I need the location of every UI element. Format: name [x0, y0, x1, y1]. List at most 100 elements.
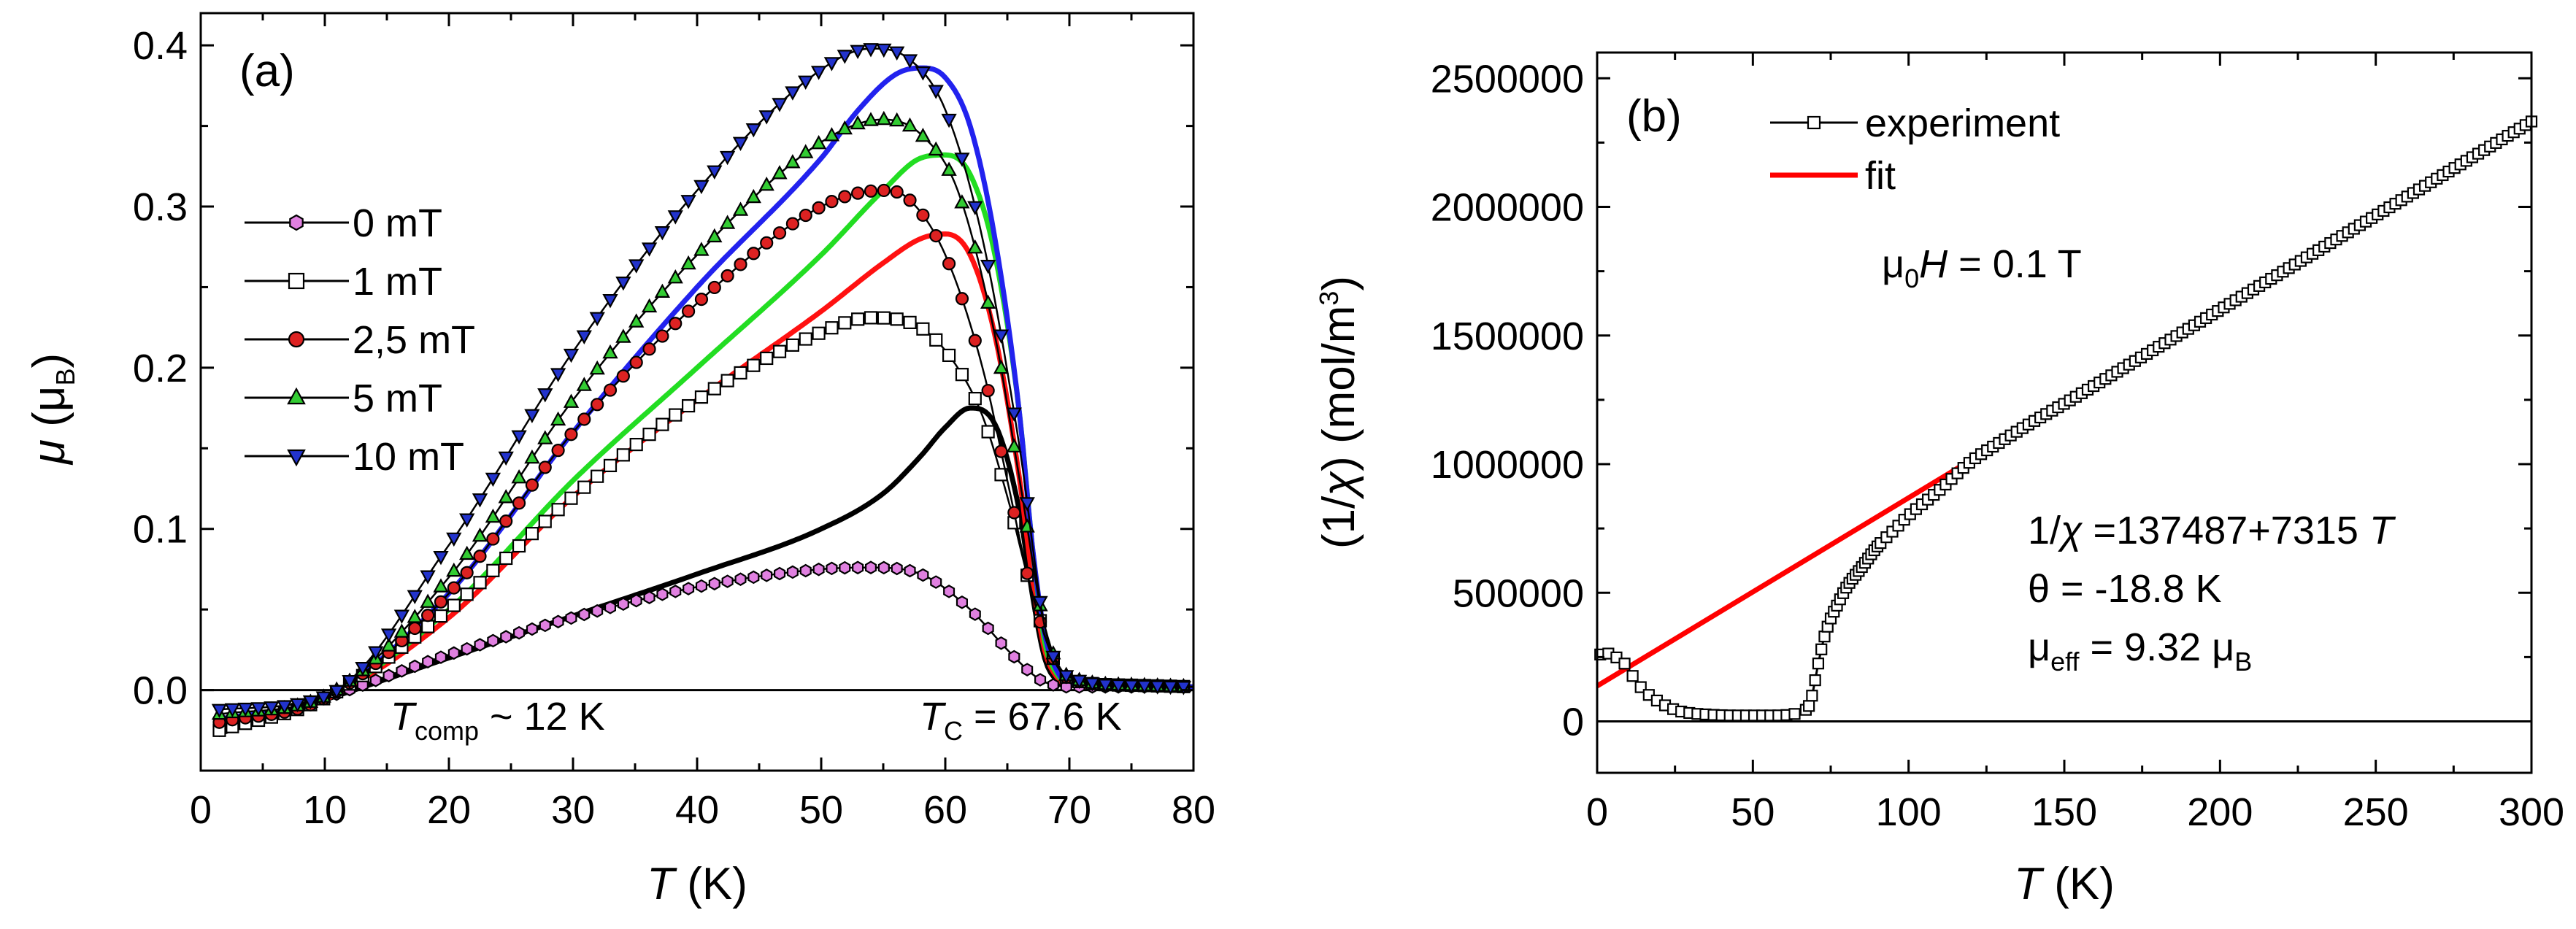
- panel-b-y-tick-label: 0: [1562, 701, 1584, 744]
- panel-b-x-tick-label: 50: [1731, 790, 1775, 834]
- data-point-1-mt: [916, 322, 930, 336]
- data-point-2-5-mt: [473, 550, 487, 563]
- data-point-0-mt: [422, 655, 434, 668]
- panel-a-x-tick-label: 50: [799, 788, 843, 832]
- legend-label-2-5-mt: 2,5 mT: [353, 318, 475, 362]
- fit-equation-annotation: 1/χ =137487+7315 T: [2028, 509, 2396, 552]
- data-point-2-5-mt: [512, 496, 526, 510]
- data-point-5-mt: [459, 545, 475, 560]
- data-point-5-mt: [485, 508, 501, 523]
- data-point-10-mt: [277, 700, 293, 714]
- data-point-0-mt: [526, 622, 538, 636]
- data-point-5-mt: [472, 527, 488, 542]
- data-point-10-mt: [576, 330, 592, 344]
- data-point-1-mt: [669, 408, 683, 422]
- data-point-10-mt: [563, 348, 580, 363]
- data-point-10-mt: [641, 242, 658, 257]
- data-point-5-mt: [550, 411, 566, 426]
- data-point-5-mt: [732, 201, 749, 216]
- data-point-1-mt: [760, 351, 774, 366]
- data-point-1-mt: [655, 417, 669, 431]
- series-line-10-mt: [219, 47, 1194, 711]
- data-point-10-mt: [628, 259, 645, 274]
- data-point-10-mt: [954, 153, 970, 167]
- data-point-0-mt: [956, 595, 969, 609]
- data-point-5-mt: [772, 165, 788, 180]
- panel-a-x-tick-label: 60: [923, 788, 967, 832]
- data-point-10-mt: [602, 294, 618, 309]
- data-point-5-mt: [798, 144, 814, 158]
- panel-a-ticks: [199, 13, 1195, 771]
- data-point-5-mt: [901, 117, 918, 132]
- data-point-5-mt: [967, 239, 983, 254]
- data-point-10-mt: [211, 704, 228, 718]
- panel-b-y-tick-label: 1500000: [1431, 315, 1584, 358]
- data-point-5-mt: [993, 359, 1010, 374]
- data-point-2-5-mt: [603, 383, 618, 397]
- data-point-0-mt: [995, 636, 1007, 650]
- data-point-2-5-mt: [669, 317, 683, 331]
- data-point-5-mt: [850, 115, 866, 130]
- panel-a-plot-area: [201, 43, 1194, 738]
- data-point-1-mt: [747, 358, 761, 372]
- data-point-0-mt: [969, 607, 981, 621]
- data-point-1-mt: [512, 539, 526, 553]
- data-point-experiment: [1815, 643, 1828, 655]
- panel-a-x-tick-label: 40: [675, 788, 719, 832]
- data-point-2-5-mt: [734, 258, 747, 271]
- data-point-10-mt: [355, 661, 371, 676]
- data-point-10-mt: [732, 136, 749, 151]
- data-point-2-5-mt: [420, 609, 435, 622]
- data-point-1-mt: [707, 382, 721, 396]
- data-point-5-mt: [654, 283, 671, 298]
- data-point-10-mt: [1123, 679, 1139, 694]
- data-point-5-mt: [980, 294, 996, 309]
- data-point-10-mt: [446, 532, 462, 547]
- data-point-5-mt: [576, 377, 592, 391]
- data-point-1-mt: [681, 398, 696, 413]
- panel-b: 0 50 100 150 200 250 300 0 500000 1000000 1500000…: [1314, 51, 2564, 909]
- data-point-10-mt: [1084, 677, 1101, 692]
- data-point-10-mt: [485, 472, 501, 487]
- data-point-10-mt: [589, 312, 605, 326]
- data-point-5-mt: [563, 393, 580, 408]
- data-point-10-mt: [264, 701, 280, 716]
- data-point-1-mt: [929, 333, 943, 347]
- data-point-0-mt: [1060, 679, 1072, 694]
- data-point-1-mt: [642, 428, 656, 442]
- data-point-0-mt: [877, 560, 890, 575]
- data-point-5-mt: [433, 578, 449, 593]
- data-point-5-mt: [954, 194, 970, 209]
- panel-b-x-tick-label: 150: [2031, 790, 2097, 834]
- data-point-1-mt: [499, 551, 513, 566]
- panel-a-x-tick-label: 20: [427, 788, 471, 832]
- data-point-0-mt: [487, 633, 499, 648]
- data-point-2-5-mt: [707, 280, 721, 295]
- data-point-10-mt: [719, 150, 736, 166]
- data-point-10-mt: [823, 57, 840, 72]
- data-point-1-mt: [629, 437, 643, 452]
- data-point-2-5-mt: [772, 226, 787, 240]
- legend-marker-5-mt: [287, 387, 306, 405]
- data-point-2-5-mt: [681, 304, 696, 318]
- data-point-10-mt: [1162, 680, 1179, 695]
- data-point-0-mt: [982, 621, 994, 636]
- data-point-5-mt: [498, 489, 514, 504]
- data-point-2-5-mt: [694, 293, 709, 307]
- data-point-2-5-mt: [486, 532, 500, 546]
- data-point-0-mt: [930, 575, 942, 589]
- data-point-0-mt: [683, 582, 695, 595]
- data-point-experiment: [1788, 708, 1801, 720]
- data-point-5-mt: [719, 215, 736, 229]
- panel-a-x-tick-label: 80: [1172, 788, 1215, 832]
- data-point-2-5-mt: [942, 257, 956, 271]
- data-point-2-5-mt: [747, 247, 761, 261]
- data-point-10-mt: [524, 409, 540, 423]
- data-point-2-5-mt: [903, 193, 917, 207]
- data-point-10-mt: [693, 180, 710, 195]
- data-point-2-5-mt: [799, 208, 812, 223]
- t-comp-annotation: Tcomp ~ 12 K: [391, 695, 605, 746]
- data-point-0-mt: [617, 597, 629, 611]
- data-point-10-mt: [237, 702, 253, 717]
